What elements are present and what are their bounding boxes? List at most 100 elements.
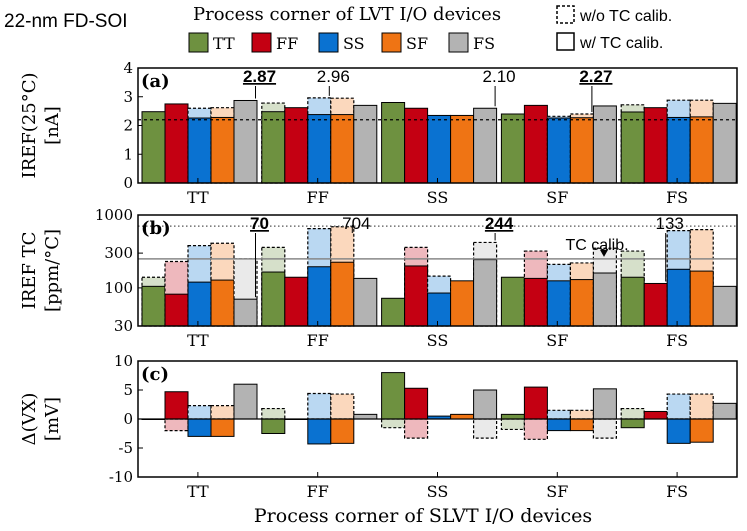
y-tick-label: 300 [104,244,133,262]
value-annotation: 70 [250,214,269,233]
y-axis-title: IREF TC [19,232,40,310]
value-annotation: 704 [342,214,370,233]
legend-wo-swatch [556,5,575,24]
bar-w-calib-sf-ss [546,418,571,432]
bar-w-calib-fs-sf [689,418,714,443]
bar-w-calib-tt-ss [187,117,212,184]
bar-w-calib-tt-sf [210,116,235,184]
bar-w-calib-sf-sf [569,279,594,327]
x-tick-label: TT [187,188,209,207]
x-tick-label: SF [546,331,568,350]
bar-w-calib-tt-sf [210,418,235,437]
bar-wo-calib-fs-ss [666,393,691,420]
x-tick-label: FF [307,331,329,350]
y-axis-unit: [mV] [42,397,63,441]
bar-wo-calib-tt-sf [210,405,235,420]
panel-c: -10 -5 0 5 10 TT FF SS SF FS (c) Δ(VX) [mV] [19,352,738,501]
bar-w-calib-sf-ss [546,280,571,327]
bar-wo-calib-ff-tt [261,407,286,420]
bar-wo-calib-sf-fs [592,418,618,439]
legend-label-ss: SS [343,34,365,53]
legend-w-swatch [556,32,575,51]
bar-wo-calib-ff-sf [330,393,355,420]
bar-w-calib-fs-tt [620,111,645,184]
bar-w-calib-ff-sf [330,114,355,184]
bar-w-calib-tt-ff [164,103,189,184]
x-tick-label: SF [546,188,568,207]
panel-label: (a) [141,71,170,92]
bar-w-calib-fs-ff [643,107,668,184]
bar-w-calib-sf-fs [592,105,617,184]
bar-w-calib-sf-ff [523,277,548,327]
bar-w-calib-sf-tt [500,113,525,184]
legend: TT FF SS SF FS [188,32,495,53]
bar-w-calib-ss-ss [427,114,452,184]
value-annotation: 2.10 [483,67,516,86]
tech-label: 22-nm FD-SOI [4,11,128,32]
legend-swatch-tt [188,32,209,53]
x-tick-label: SS [427,188,449,207]
bar-w-calib-sf-ss [546,117,571,184]
legend-swatch-sf [381,32,402,53]
y-tick-label: 1000 [95,206,133,224]
legend-swatch-ss [318,32,339,53]
legend-w-label: w/ TC calib. [579,35,663,52]
bar-w-calib-tt-tt [141,111,166,184]
bar-wo-calib-sf-tt [500,418,525,431]
bar-w-calib-ff-ss [307,114,332,184]
y-tick-label: 1 [123,145,133,163]
legend-label-sf: SF [406,34,428,53]
y-tick-label: 5 [123,381,133,399]
x-tick-label: TT [187,331,209,350]
bar-w-calib-ff-fs [353,277,378,327]
bar-w-calib-fs-fs [712,402,737,420]
bar-wo-calib-fs-tt [620,407,645,420]
y-tick-label: -10 [109,468,133,486]
bar-w-calib-ss-sf [450,413,475,420]
bar-w-calib-sf-ff [523,104,548,184]
bar-wo-calib-sf-ss [546,409,572,420]
bar-w-calib-tt-fs [233,383,258,420]
bar-w-calib-tt-ff [164,293,189,327]
bar-w-calib-fs-sf [689,116,714,184]
bar-w-calib-ff-ff [284,276,309,327]
x-tick-label: FF [307,188,329,207]
legend-swatch-fs [448,32,469,53]
value-annotation: 2.87 [243,67,276,86]
plot-frame [137,360,738,478]
bar-wo-calib-fs-sf [689,393,714,420]
bar-w-calib-ff-ss [307,266,332,327]
bar-w-calib-fs-ff [643,410,668,420]
bar-w-calib-fs-ss [666,268,691,327]
bar-w-calib-sf-sf [569,418,594,432]
bar-w-calib-sf-fs [592,388,617,420]
y-tick-label: 100 [104,279,133,297]
bar-w-calib-tt-fs [233,99,258,184]
bar-w-calib-tt-sf [210,279,235,327]
tc-calib-arrowhead [600,249,608,257]
legend-wo-label: w/o TC calib. [579,8,672,25]
panel-b: 30 100 300 1000 TT FF SS SF FS (b) IREF TC [ppm/°C]… [19,206,738,350]
bar-w-calib-ff-tt [261,111,286,184]
bar-w-calib-ss-fs [473,259,498,327]
bar-w-calib-fs-fs [712,102,737,184]
bar-wo-calib-sf-ff [523,418,549,440]
y-tick-label: 30 [114,317,133,335]
bar-wo-calib-ss-fs [473,418,498,439]
value-annotation: 2.27 [579,67,612,86]
bar-w-calib-ff-sf [330,261,355,327]
bar-w-calib-ss-tt [381,372,406,420]
y-tick-label: 4 [123,59,133,77]
legend-title: Process corner of LVT I/O devices [193,4,501,25]
legend-label-tt: TT [213,34,235,53]
value-annotation: 2.96 [317,67,350,86]
bar-w-calib-sf-ff [523,386,548,420]
bar-w-calib-fs-fs [712,285,737,327]
value-annotation: 133 [656,214,684,233]
y-tick-label: 0 [123,174,133,192]
bar-w-calib-sf-tt [500,276,525,327]
x-tick-label: SS [427,482,449,501]
bar-w-calib-ss-tt [381,102,406,184]
bar-w-calib-tt-ff [164,391,189,420]
